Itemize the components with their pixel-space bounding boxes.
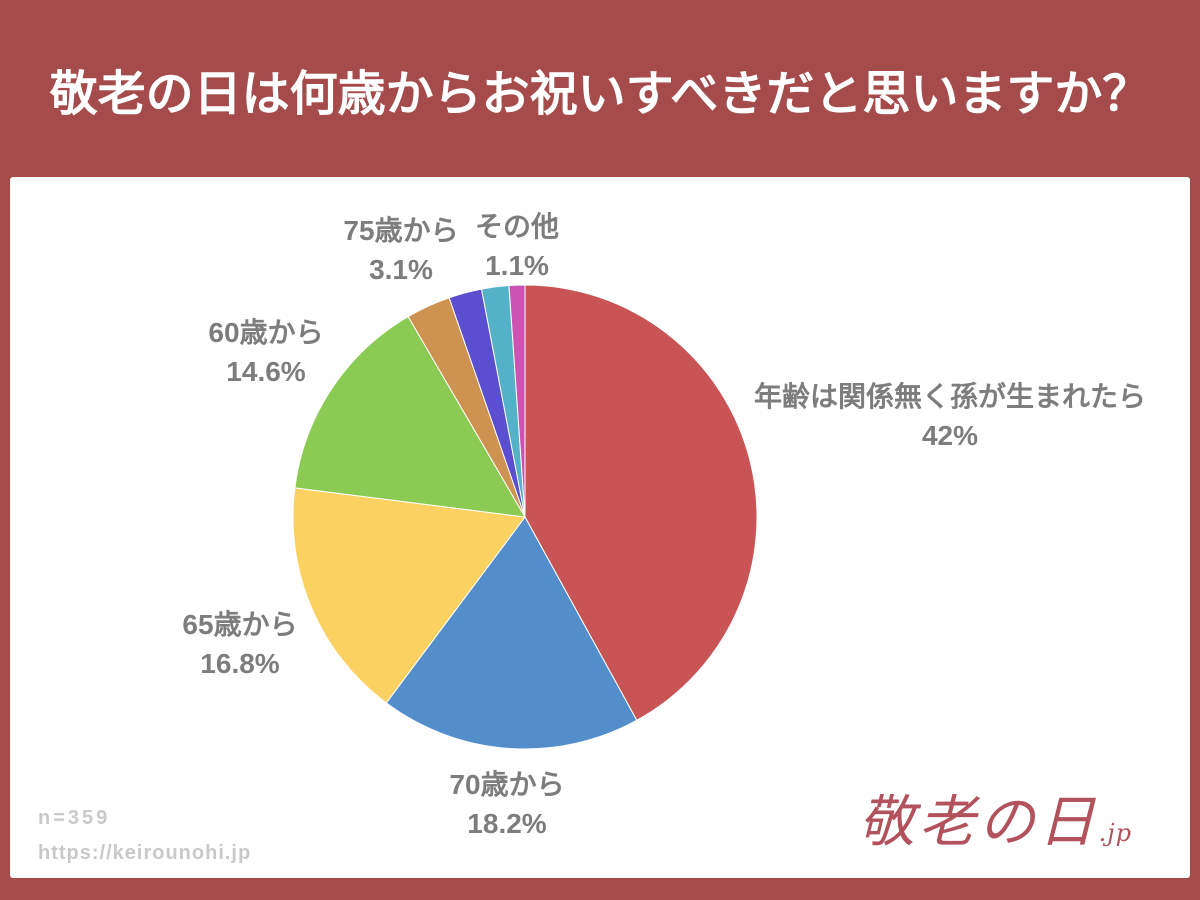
brand-logo: 敬老の日.jp [859,777,1132,858]
pie-slice-1 [385,516,638,750]
pie-chart [292,284,758,750]
sample-size: n=359 [38,807,111,829]
survey-meta: n=359 https://keirounohi.jp [38,801,251,871]
chart-card: 年齢は関係無く孫が生まれたら 42% 70歳から 18.2% 65歳から 16.8% 60歳… [10,177,1190,878]
brand-logo-text: 敬老の日 [858,790,1099,855]
pie-slice-3 [294,315,526,518]
source-url: https://keirounohi.jp [38,842,252,864]
pie-slice-0 [524,284,758,721]
title-bar: 敬老の日は何歳からお祝いすべきだと思いますか？ [0,0,1200,177]
pie-slice-2 [292,487,526,704]
page-title: 敬老の日は何歳からお祝いすべきだと思いますか？ [49,67,1151,121]
brand-logo-suffix: .jp [1098,819,1132,847]
pie-slice-7 [508,284,526,518]
